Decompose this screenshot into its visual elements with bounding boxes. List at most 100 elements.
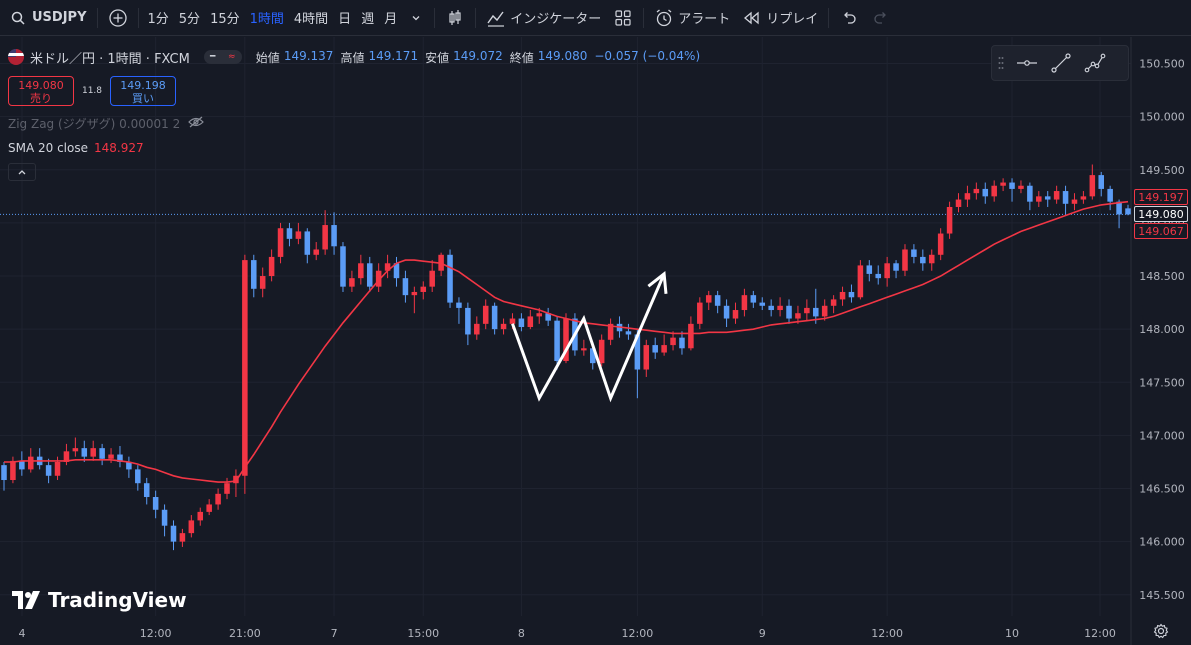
undo-icon <box>839 8 859 28</box>
indicators-button[interactable]: インジケーター <box>480 0 607 36</box>
tradingview-logo[interactable]: TradingView <box>12 588 187 612</box>
ohlc-value-1: 149.171 <box>368 48 419 63</box>
undo-button[interactable] <box>833 0 865 36</box>
buy-label: 買い <box>132 92 154 105</box>
candle-body <box>456 302 462 308</box>
price-tick-label: 145.500 <box>1139 589 1185 602</box>
zigzag-drawing[interactable] <box>511 271 668 403</box>
drawing-toolbar <box>991 45 1129 81</box>
interval-dropdown[interactable] <box>402 0 430 36</box>
candle-body <box>420 286 427 292</box>
candle-body <box>393 263 400 279</box>
indicator-chart-icon <box>486 8 506 28</box>
horizontal-line-tool[interactable] <box>1010 47 1044 79</box>
candle-body <box>1018 185 1024 189</box>
eye-hidden-icon[interactable] <box>188 116 205 131</box>
price-tick-label: 147.500 <box>1139 376 1185 389</box>
ohlc-key-2: 安値 <box>425 50 450 65</box>
drag-handle[interactable] <box>992 47 1010 79</box>
zigzag-indicator-legend[interactable]: Zig Zag (ジグザグ) 0.00001 2 <box>8 115 205 132</box>
candle-body <box>1036 196 1042 202</box>
compare-button[interactable] <box>102 0 134 36</box>
chart-settings-button[interactable] <box>1153 623 1173 643</box>
legend: 米ドル／円 · 1時間 · FXCM ━ ≈ 始値 149.137 高値 149.17… <box>8 47 703 67</box>
candle-body <box>964 193 971 200</box>
sell-button[interactable]: 149.080 売り <box>8 76 74 106</box>
candle-body <box>259 276 266 289</box>
time-tick-label: 21:00 <box>229 627 261 640</box>
sell-label: 売り <box>30 92 52 105</box>
candle-body <box>920 256 926 264</box>
price-tick-label: 146.500 <box>1139 483 1185 496</box>
candle-body <box>902 249 908 271</box>
alert-button[interactable]: アラート <box>648 0 736 36</box>
candle-body <box>215 493 221 505</box>
price-chart[interactable]: 150.500150.000149.500149.000148.500148.0… <box>0 37 1191 645</box>
candle-body <box>732 310 739 319</box>
candle-body <box>54 461 61 476</box>
candle-body <box>197 511 204 521</box>
price-tick-label: 146.000 <box>1139 536 1185 549</box>
high-price-tag: 149.197 <box>1134 189 1188 206</box>
candle-body <box>955 199 962 207</box>
candle-body <box>277 228 284 257</box>
candle-body <box>402 278 409 296</box>
candle-body <box>331 225 337 247</box>
candle-body <box>268 256 275 277</box>
redo-button[interactable] <box>865 0 897 36</box>
collapse-legend-button[interactable] <box>8 163 36 181</box>
time-tick-label: 7 <box>331 627 338 640</box>
candle-body <box>10 460 16 481</box>
symbol-title[interactable]: 米ドル／円 · 1時間 · FXCM <box>30 51 190 67</box>
interval-6[interactable]: 週 <box>361 12 375 27</box>
alert-label: アラート <box>678 12 731 27</box>
path-tool[interactable] <box>1078 47 1112 79</box>
divider <box>137 7 139 28</box>
candle-body <box>821 305 828 317</box>
interval-3[interactable]: 1時間 <box>249 12 284 27</box>
symbol-row: 米ドル／円 · 1時間 · FXCM ━ ≈ 始値 149.137 高値 149.17… <box>8 47 703 67</box>
candle-body <box>518 318 525 328</box>
candle-body <box>1053 191 1060 200</box>
visibility-toggle[interactable]: ━ ≈ <box>203 50 242 64</box>
time-axis: 4 12:00 21:00 7 15:00 8 12:00 9 12:00 10 12:00 <box>19 627 1116 640</box>
divider <box>96 7 98 28</box>
candle-body <box>384 263 391 271</box>
grid-layout-icon <box>613 8 633 28</box>
symbol-search[interactable]: USDJPY <box>0 0 93 36</box>
candle-body <box>527 316 534 328</box>
candle-body <box>19 460 25 470</box>
candle-body <box>563 318 569 362</box>
time-tick-label: 15:00 <box>407 627 439 640</box>
sma-indicator-legend[interactable]: SMA 20 close 148.927 <box>8 141 144 155</box>
interval-0[interactable]: 1分 <box>147 12 169 27</box>
interval-5[interactable]: 日 <box>338 12 352 27</box>
divider <box>475 7 477 28</box>
interval-2[interactable]: 15分 <box>210 12 240 27</box>
watermark-text: TradingView <box>48 588 187 612</box>
price-tick-label: 148.000 <box>1139 323 1185 336</box>
candle-body <box>598 339 605 364</box>
trade-buttons: 149.080 売り 11.8 149.198 買い <box>8 76 176 106</box>
candle-body <box>723 305 730 319</box>
sma-line <box>4 200 1129 483</box>
candle-body <box>741 295 748 311</box>
ohlc-values: 始値 149.137 高値 149.171 安値 149.072 終値 149.080 −0.0… <box>256 49 703 66</box>
candle-body <box>242 260 248 476</box>
candle-body <box>126 461 132 470</box>
chart-type-button[interactable] <box>439 0 471 36</box>
interval-7[interactable]: 月 <box>384 12 398 27</box>
candle-body <box>545 313 551 321</box>
interval-1[interactable]: 5分 <box>178 12 201 27</box>
symbol-label: USDJPY <box>32 10 87 25</box>
layouts-button[interactable] <box>607 0 639 36</box>
buy-button[interactable]: 149.198 買い <box>110 76 176 106</box>
current-price-tag: 149.080 <box>1134 206 1188 223</box>
trend-line-tool[interactable] <box>1044 47 1078 79</box>
chart-area[interactable]: 150.500150.000149.500149.000148.500148.0… <box>0 37 1191 645</box>
replay-button[interactable]: リプレイ <box>736 0 824 36</box>
candle-body <box>188 520 195 534</box>
interval-4[interactable]: 4時間 <box>293 12 329 27</box>
candle-body <box>179 533 186 542</box>
candle-body <box>474 323 480 335</box>
